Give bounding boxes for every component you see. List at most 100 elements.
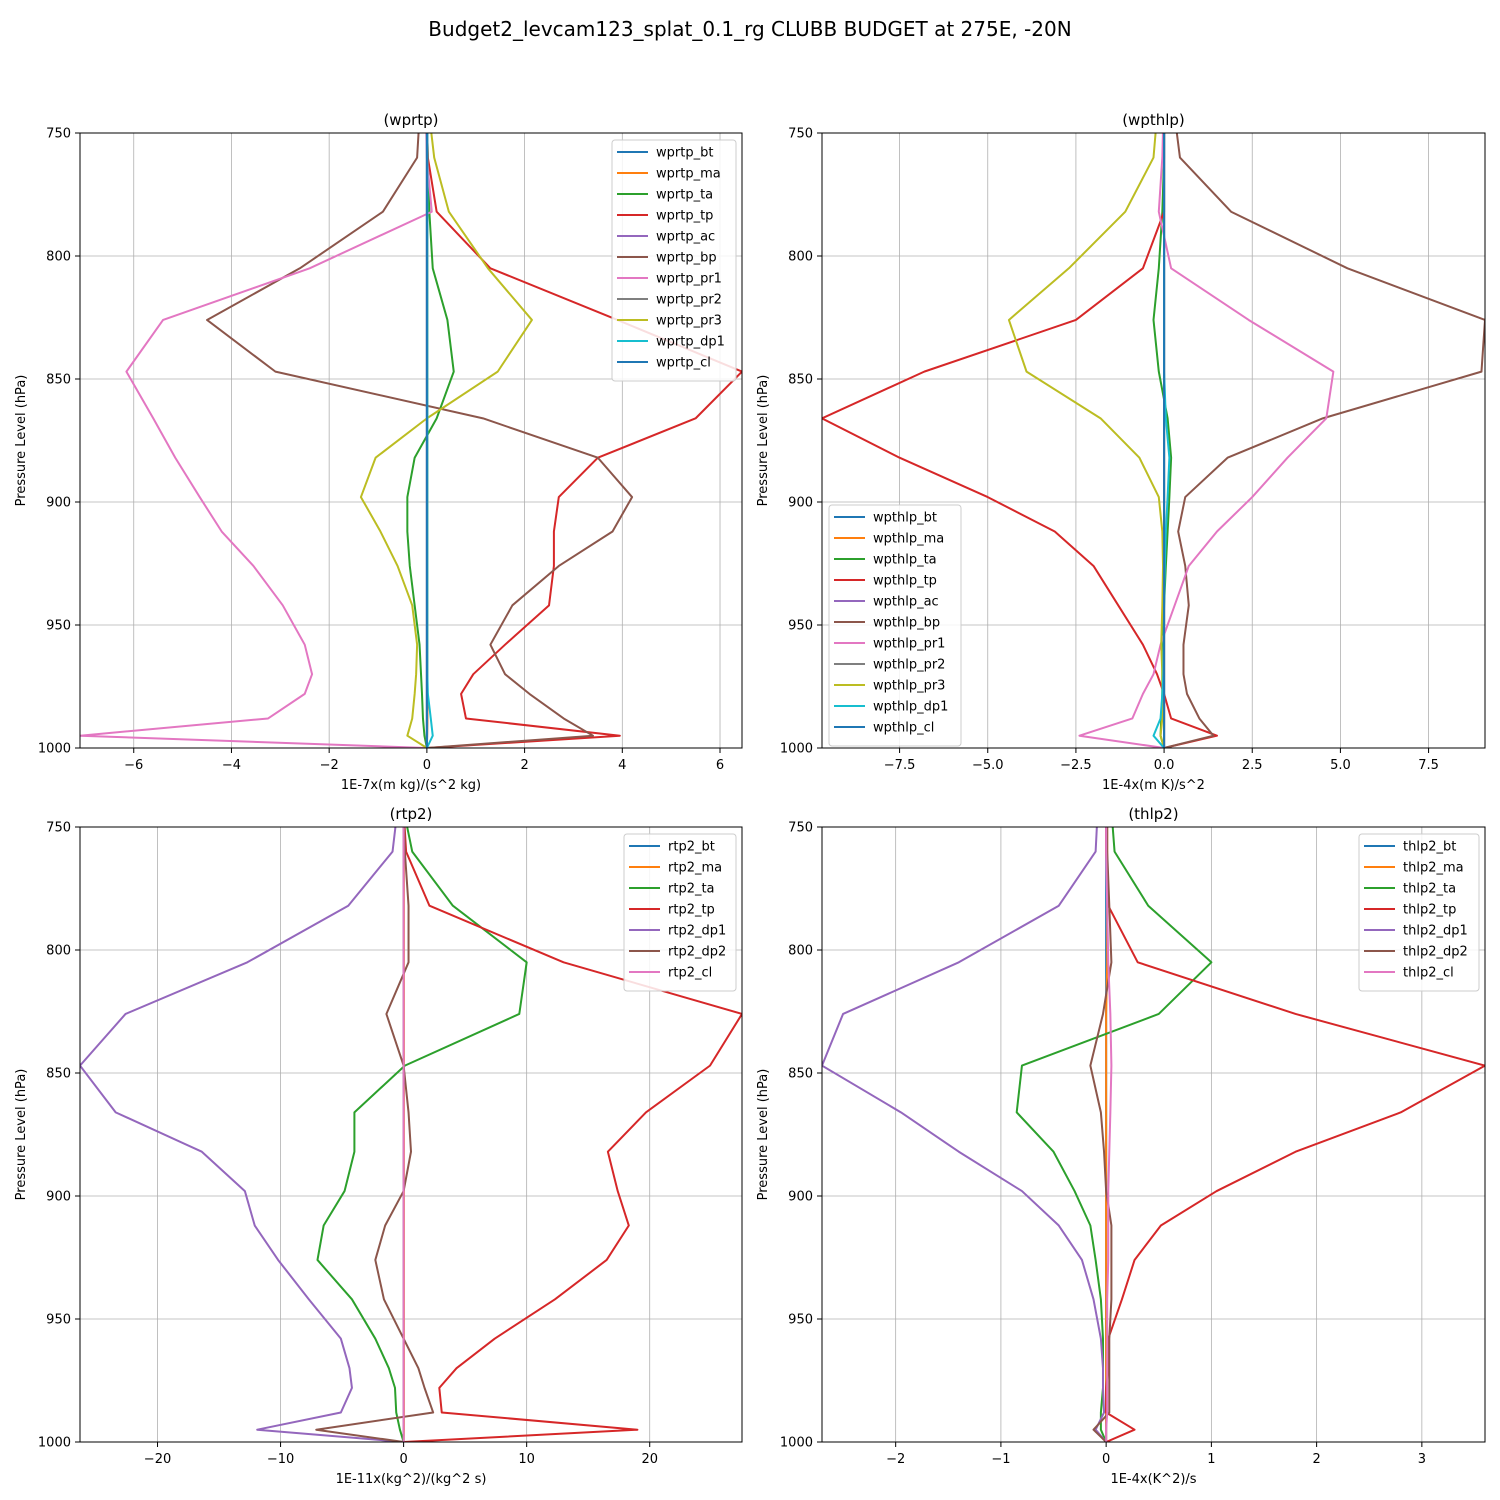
x-tick-label: −1 [991,1452,1010,1467]
plot-frame [79,826,743,1443]
x-tick-label: 10 [518,1452,535,1467]
y-tick-label: 850 [788,1067,813,1082]
x-tick-label: −2.5 [1060,758,1092,773]
legend-entry-rtp2_bt: rtp2_bt [668,840,715,855]
x-tick-label: 3 [1418,1452,1426,1467]
y-tick-label: 950 [46,619,71,634]
figure-title: Budget2_levcam123_splat_0.1_rg CLUBB BUD… [428,17,1071,41]
y-tick-label: 950 [788,619,813,634]
legend: wpthlp_bt wpthlp_ma wpthlp_ta wpthlp_tpwpth… [828,504,962,747]
series-line-wprtp_ta [406,133,455,748]
y-tick-label: 1000 [38,1436,71,1451]
x-tick-label: 0.0 [1154,758,1175,773]
x-tick-label: −6 [124,758,143,773]
x-tick-label: −2 [886,1452,905,1467]
y-tick-label: 950 [46,1313,71,1328]
legend-entry-thlp2_ta: thlp2_ta [1403,882,1456,897]
legend-entry-rtp2_ma: rtp2_ma [668,861,722,876]
y-tick-label: 950 [788,1313,813,1328]
y-tick-label: 800 [46,944,71,959]
y-axis-label: Pressure Level (hPa) [14,1069,29,1201]
y-axis-label: Pressure Level (hPa) [756,375,771,507]
panels: −6 −4 −2 0 2 4 67508008509009501000(wprtp)1E-7… [14,111,1486,1487]
chart-panel-1: −6 −4 −2 0 2 4 6 750 800 850 900 950 1000 (wprtp) 1E-7… [14,111,743,793]
series-group [822,827,1485,1442]
chart-panel-3: −20 −10 0 10 20 750 800 850 900 950 1000 (rtp2) 1E-1… [14,805,743,1487]
y-tick-label: 1000 [38,742,71,757]
y-tick-label: 750 [46,127,71,142]
y-tick-label: 1000 [780,742,813,757]
x-tick-label: 4 [618,758,626,773]
x-tick-label: −20 [144,1452,171,1467]
plot-frame [821,826,1486,1443]
legend-entry-wpthlp_pr1: wpthlp_pr1 [873,637,945,652]
panel-title: (wprtp) [383,111,438,129]
y-axis-label: Pressure Level (hPa) [756,1069,771,1201]
legend-entry-rtp2_dp2: rtp2_dp2 [668,945,726,960]
chart-panel-4: −2 −1 0 1 2 3 750 800 850 900 950 1000 (thlp2) 1E-4x(… [756,805,1486,1487]
series-group [80,827,742,1442]
x-tick-label: −2 [320,758,339,773]
series-line-wprtp_pr3 [359,133,533,748]
x-tick-label: 20 [641,1452,658,1467]
x-tick-label: 2 [1312,1452,1320,1467]
legend-entry-wpthlp_bt: wpthlp_bt [873,511,937,526]
y-tick-label: 1000 [780,1436,813,1451]
legend-entry-wpthlp_bp: wpthlp_bp [873,616,940,631]
legend-entry-wpthlp_pr3: wpthlp_pr3 [873,679,945,694]
legend-entry-wpthlp_dp1: wpthlp_dp1 [873,700,948,715]
panel-title: (wpthlp) [1122,111,1185,129]
series-line-rtp2_dp1 [80,827,404,1442]
x-axis-label: 1E-4x(m K)/s^2 [1102,778,1205,793]
legend-entry-thlp2_cl: thlp2_cl [1403,966,1454,981]
legend-entry-thlp2_bt: thlp2_bt [1403,840,1456,855]
legend-entry-wpthlp_ma: wpthlp_ma [873,532,944,547]
series-line-rtp2_dp2 [315,827,435,1442]
legend-entry-wprtp_pr1: wprtp_pr1 [656,272,722,287]
legend-entry-thlp2_ma: thlp2_ma [1403,861,1464,876]
x-tick-label: −7.5 [884,758,916,773]
legend-entry-wpthlp_ta: wpthlp_ta [873,553,937,568]
y-tick-label: 800 [46,250,71,265]
series-line-wprtp_pr1 [80,133,433,748]
y-tick-label: 900 [788,496,813,511]
series-line-thlp2_cl [1105,827,1113,1442]
x-tick-label: −5.0 [972,758,1004,773]
chart-panel-2: −7.5 −5.0 −2.5 0.0 2.5 5.0 7.5 750 800 850 900 950 1… [756,111,1486,793]
x-tick-label: 5.0 [1330,758,1351,773]
series-line-wprtp_bp [206,133,634,748]
x-tick-label: 7.5 [1418,758,1439,773]
legend-entry-wprtp_bt: wprtp_bt [656,146,713,161]
x-tick-label: 2 [520,758,528,773]
plot-frame [821,132,1486,749]
y-axis-label: Pressure Level (hPa) [14,375,29,507]
x-axis-label: 1E-11x(kg^2)/(kg^2 s) [336,1472,487,1487]
x-tick-label: −4 [222,758,241,773]
legend-entry-wprtp_ac: wprtp_ac [656,230,715,245]
legend-entry-wprtp_pr2: wprtp_pr2 [656,293,722,308]
series-line-wpthlp_bp [1163,133,1485,748]
legend-entry-wprtp_dp1: wprtp_dp1 [656,335,725,350]
series-line-rtp2_ta [316,827,528,1442]
x-tick-label: 2.5 [1242,758,1263,773]
legend: rtp2_bt rtp2_ma rtp2_ta rtp2_tp rtp2_dp1 rtp2… [623,833,737,992]
legend-entry-rtp2_ta: rtp2_ta [668,882,715,897]
x-tick-label: 1 [1207,1452,1215,1467]
legend-entry-rtp2_cl: rtp2_cl [668,966,712,981]
series-line-thlp2_dp1 [822,827,1107,1442]
legend-entry-wprtp_ta: wprtp_ta [656,188,713,203]
y-tick-label: 850 [788,373,813,388]
series-line-wpthlp_pr1 [1078,133,1335,748]
x-axis-label: 1E-7x(m kg)/(s^2 kg) [341,778,481,793]
legend-entry-wpthlp_pr2: wpthlp_pr2 [873,658,945,673]
legend-entry-wpthlp_tp: wpthlp_tp [873,574,937,589]
legend-entry-wprtp_ma: wprtp_ma [656,167,721,182]
x-tick-label: 0 [399,1452,407,1467]
y-tick-label: 900 [46,1190,71,1205]
legend-entry-wpthlp_cl: wpthlp_cl [873,721,934,736]
legend-entry-rtp2_tp: rtp2_tp [668,903,715,918]
x-tick-label: −10 [267,1452,294,1467]
x-axis-label: 1E-4x(K^2)/s [1110,1472,1196,1487]
